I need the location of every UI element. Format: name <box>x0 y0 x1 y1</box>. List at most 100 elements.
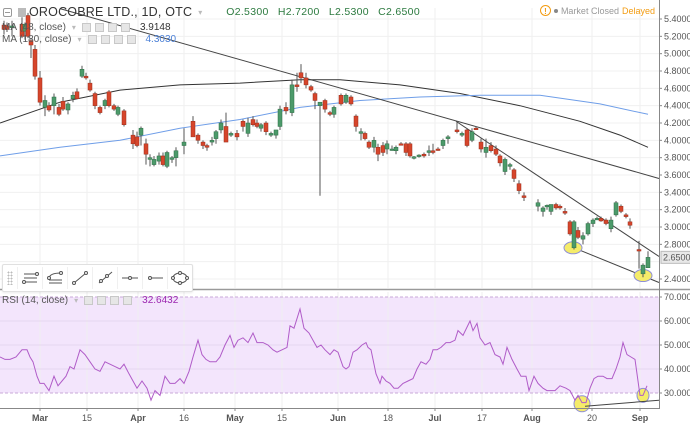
price-axis-label: 5.4000 <box>664 14 690 24</box>
rsi-dropdown-icon[interactable]: ▾ <box>74 296 79 305</box>
candle <box>366 141 372 148</box>
ma48-label[interactable]: MA (48, close) <box>2 22 66 33</box>
candle <box>32 49 38 77</box>
candle <box>4 25 10 30</box>
ellipse-button[interactable] <box>167 267 192 289</box>
candle <box>254 122 260 127</box>
candle <box>440 140 446 146</box>
ma48-dropdown-icon[interactable]: ▾ <box>71 23 76 32</box>
candle <box>362 133 368 139</box>
trend-line[interactable] <box>59 8 660 179</box>
candle <box>283 107 289 112</box>
rsi-line <box>0 307 648 404</box>
candle <box>331 107 337 115</box>
parallel-channel-button[interactable] <box>17 267 42 289</box>
candle <box>111 105 117 110</box>
candle <box>9 25 15 28</box>
ma180-label[interactable]: MA (180, close) <box>2 34 72 45</box>
rsi-highlight-ellipse[interactable] <box>573 395 591 413</box>
toolbar-drag-handle[interactable] <box>7 271 13 285</box>
trend-line-button[interactable] <box>67 267 92 289</box>
time-axis-label: 17 <box>477 413 487 423</box>
candle <box>25 15 31 37</box>
candle <box>121 110 127 125</box>
rsi-axis-label: 70.0000 <box>664 292 690 302</box>
candle <box>106 91 112 106</box>
candle <box>571 221 577 249</box>
candle <box>598 218 604 222</box>
candle <box>488 145 494 151</box>
candle <box>37 77 43 103</box>
candle <box>169 157 175 160</box>
low-value: L2.5300 <box>328 6 369 18</box>
ma180-dropdown-icon[interactable]: ▾ <box>77 35 82 44</box>
candle <box>411 156 417 159</box>
candle <box>384 143 390 150</box>
candle <box>454 129 460 132</box>
title-dropdown-icon[interactable]: ▾ <box>198 7 203 17</box>
ma48-remove-icon[interactable] <box>120 23 130 32</box>
candle <box>567 221 573 235</box>
rsi-add-icon[interactable] <box>110 296 120 305</box>
ma48-add-icon[interactable] <box>107 23 117 32</box>
horizontal-line-button[interactable] <box>117 267 142 289</box>
rsi-remove-icon[interactable] <box>123 296 133 305</box>
candle <box>469 131 475 141</box>
candle <box>421 153 427 157</box>
candle <box>585 223 591 235</box>
ma180-settings-icon[interactable] <box>100 35 110 44</box>
candle <box>459 133 465 136</box>
ma180-visibility-icon[interactable] <box>87 35 97 44</box>
rsi-legend: RSI (14, close) ▾ 32.6432 <box>2 295 178 306</box>
rsi-settings-icon[interactable] <box>97 296 107 305</box>
candle <box>277 108 283 127</box>
open-value: O2.5300 <box>226 6 269 18</box>
ma180-add-icon[interactable] <box>113 35 123 44</box>
candle <box>645 257 651 268</box>
rsi-axis-label: 40.0000 <box>664 364 690 374</box>
collapse-legend-icon[interactable] <box>3 7 12 17</box>
high-value: H2.7200 <box>277 6 320 18</box>
candle <box>493 148 499 155</box>
price-axis-label: 3.8000 <box>664 153 690 163</box>
price-axis-label: 3.4000 <box>664 187 690 197</box>
candle <box>102 100 108 106</box>
ray-icon <box>98 271 113 284</box>
candle <box>223 126 229 143</box>
candle <box>516 183 522 191</box>
candle <box>338 95 344 105</box>
rsi-label[interactable]: RSI (14, close) <box>2 295 69 306</box>
candle <box>483 147 489 153</box>
delayed-badge[interactable]: Delayed <box>621 5 655 16</box>
candle <box>218 122 224 131</box>
ray-button[interactable] <box>92 267 117 289</box>
time-axis-label: Jul <box>428 413 441 423</box>
chart-title[interactable]: OROCOBRE LTD., 1D, OTC <box>29 5 193 19</box>
candle <box>263 122 269 132</box>
candle <box>497 155 503 164</box>
candle <box>473 127 479 130</box>
candle <box>312 93 318 101</box>
candle <box>640 264 646 275</box>
pitchfork-button[interactable] <box>42 267 67 289</box>
candle <box>627 221 633 226</box>
candle <box>317 101 323 106</box>
ma48-settings-icon[interactable] <box>94 23 104 32</box>
ma180-remove-icon[interactable] <box>126 35 136 44</box>
candle <box>511 169 517 179</box>
last-price-badge <box>660 250 690 264</box>
ma48-visibility-icon[interactable] <box>81 23 91 32</box>
rsi-axis-label: 30.0000 <box>664 388 690 398</box>
candle <box>348 96 354 105</box>
price-axis-label: 3.0000 <box>664 222 690 232</box>
rsi-trend-line[interactable] <box>584 399 660 407</box>
horizontal-ray-button[interactable] <box>142 267 167 289</box>
candle <box>557 205 563 209</box>
candle <box>234 133 240 138</box>
price-axis-label: 4.2000 <box>664 118 690 128</box>
rsi-visibility-icon[interactable] <box>84 296 94 305</box>
trend-line[interactable] <box>455 120 660 257</box>
warning-icon[interactable]: ! <box>539 5 551 16</box>
ma180-legend: MA (180, close) ▾ 4.3030 <box>2 34 176 45</box>
